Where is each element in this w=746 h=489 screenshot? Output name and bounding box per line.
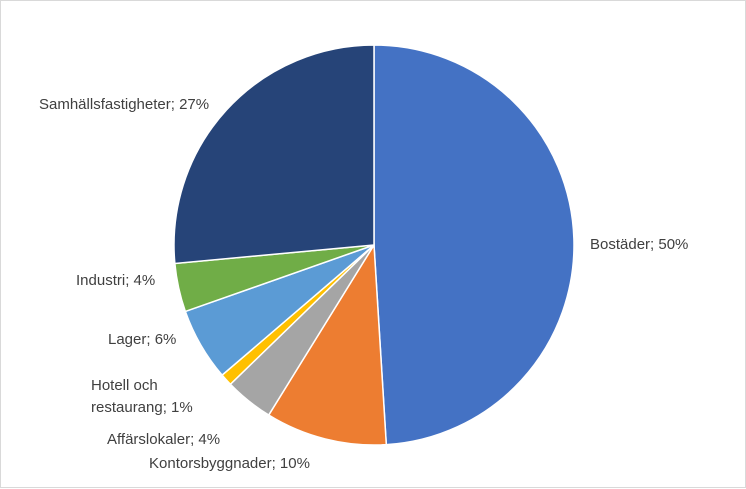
- slice-data-label: Industri; 4%: [76, 272, 155, 289]
- slice-data-label: Bostäder; 50%: [590, 236, 688, 253]
- slice-data-label: Lager; 6%: [108, 331, 176, 348]
- slice-data-label: Affärslokaler; 4%: [107, 431, 220, 448]
- pie-slice: [173, 44, 375, 265]
- pie-slice: [267, 242, 388, 446]
- slice-data-label: Hotell och restaurang; 1%: [91, 377, 193, 416]
- slice-data-label: Samhällsfastigheter; 27%: [39, 96, 209, 113]
- pie-slice: [373, 44, 575, 446]
- slice-data-label: Kontorsbyggnader; 10%: [149, 455, 310, 472]
